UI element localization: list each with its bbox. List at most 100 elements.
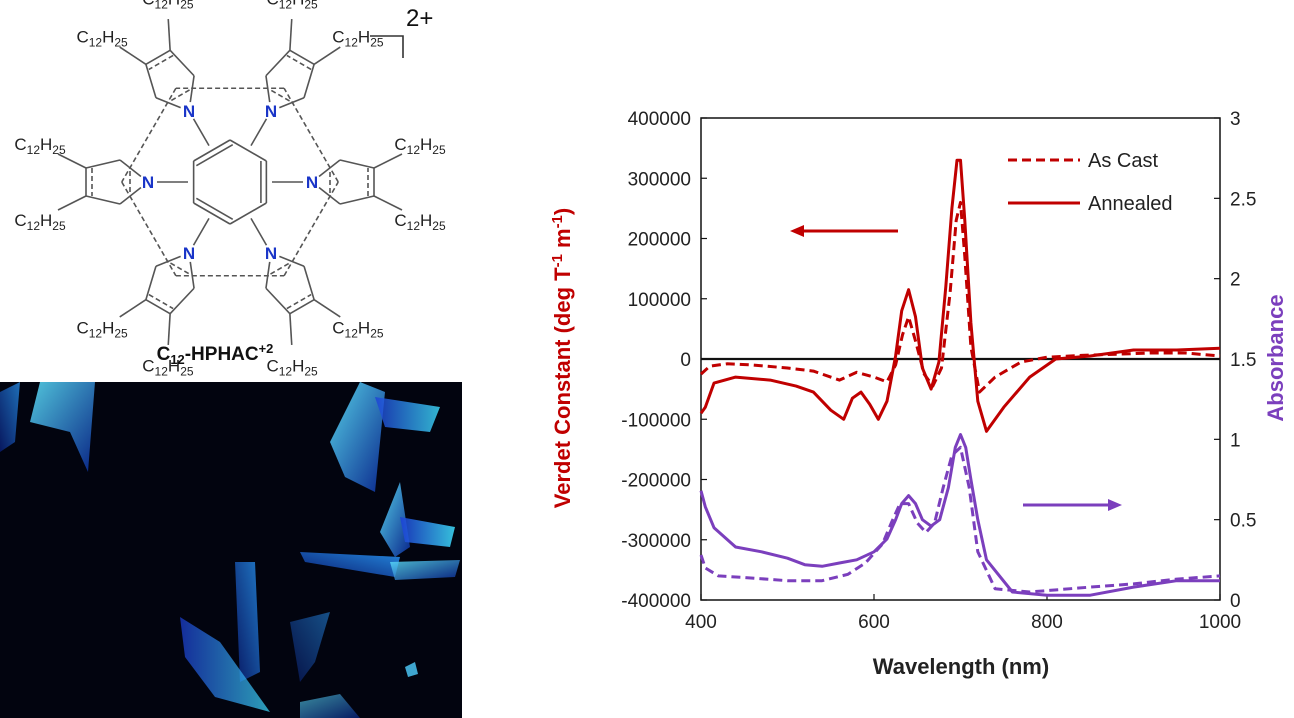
bond bbox=[303, 64, 315, 98]
legend-label: As Cast bbox=[1088, 150, 1158, 172]
crystal-domain bbox=[405, 662, 418, 677]
x-tick-label: 1000 bbox=[1199, 612, 1241, 633]
y-right-tick-label: 2.5 bbox=[1230, 189, 1256, 210]
crystal-domain bbox=[380, 482, 410, 557]
nitrogen-atom: N bbox=[142, 173, 154, 192]
aromatic-bond bbox=[270, 262, 290, 275]
bond bbox=[145, 49, 171, 65]
bond bbox=[339, 159, 375, 169]
y-axis-left-label: Verdet Constant (deg T-1 m-1) bbox=[549, 208, 575, 508]
substituent-label: C12H25 bbox=[266, 357, 318, 379]
legend-label: Annealed bbox=[1088, 193, 1173, 215]
aromatic-bond bbox=[148, 293, 174, 310]
nitrogen-atom: N bbox=[265, 102, 277, 121]
aromatic-bond bbox=[286, 54, 312, 71]
right-arrow-absorbance bbox=[1023, 499, 1122, 511]
annotation-arrows bbox=[790, 225, 1122, 511]
substituent-label: C12H25 bbox=[14, 211, 66, 233]
aromatic-bond bbox=[121, 87, 177, 183]
bond bbox=[373, 195, 403, 211]
bond bbox=[289, 49, 315, 65]
y-right-tick-label: 1 bbox=[1230, 430, 1241, 451]
series-line-absorbance-as-cast bbox=[699, 445, 1221, 594]
series-line-absorbance-annealed bbox=[699, 433, 1220, 597]
y-left-tick-label: 0 bbox=[680, 350, 691, 371]
bond bbox=[313, 299, 341, 318]
x-tick-label: 800 bbox=[1031, 612, 1063, 633]
substituent-label: C12H25 bbox=[266, 0, 318, 11]
aromatic-bond bbox=[148, 54, 174, 71]
series-line-verdet-annealed bbox=[699, 158, 1221, 433]
y-left-tick-label: -100000 bbox=[621, 410, 691, 431]
crystal-domain bbox=[300, 552, 400, 577]
bond bbox=[193, 139, 231, 162]
y-left-tick-label: 200000 bbox=[628, 230, 691, 251]
substituent-label: C12H25 bbox=[394, 211, 446, 233]
bond bbox=[169, 49, 195, 77]
substituent-label: C12H25 bbox=[142, 357, 194, 379]
bond bbox=[250, 217, 268, 246]
x-tick-label: 400 bbox=[685, 612, 717, 633]
bond bbox=[145, 64, 157, 98]
crystal-domain bbox=[30, 382, 95, 472]
charge-label: 2+ bbox=[406, 5, 433, 32]
molecule-labels: C12H25 C12H25 C12H25 C12H25 C12H25 C12H25 C12H… bbox=[14, 0, 446, 379]
bond bbox=[229, 202, 267, 225]
bond bbox=[265, 287, 291, 315]
aromatic-bond bbox=[121, 181, 177, 277]
aromatic-bond bbox=[283, 181, 339, 277]
bond bbox=[313, 46, 341, 65]
y-left-tick-label: -200000 bbox=[621, 471, 691, 492]
bond bbox=[119, 299, 147, 318]
bond bbox=[167, 18, 171, 51]
substituent-label: C12H25 bbox=[394, 135, 446, 157]
y-left-tick-label: 100000 bbox=[628, 290, 691, 311]
legend: As Cast Annealed bbox=[1008, 150, 1173, 215]
crystal-domain bbox=[0, 382, 20, 452]
bond bbox=[373, 153, 403, 169]
polarized-micrograph bbox=[0, 382, 462, 718]
bond bbox=[119, 46, 147, 65]
bond bbox=[169, 287, 195, 315]
y-right-tick-label: 0.5 bbox=[1230, 511, 1256, 532]
tick-labels: 400 600 800 1000 400000 300000 200000 100000 0 -1… bbox=[621, 109, 1256, 633]
aromatic-bond bbox=[170, 89, 190, 102]
plot-area bbox=[700, 117, 1221, 601]
crystal-domain bbox=[180, 617, 270, 712]
y-right-tick-label: 2 bbox=[1230, 270, 1241, 291]
aromatic-bond bbox=[270, 89, 290, 102]
crystal-domain bbox=[390, 560, 460, 580]
nitrogen-atom: N bbox=[183, 244, 195, 263]
bond bbox=[193, 202, 231, 225]
bond bbox=[303, 266, 315, 300]
nitrogen-atom: N bbox=[306, 173, 318, 192]
crystal-domain bbox=[300, 694, 360, 718]
bond bbox=[265, 49, 291, 77]
molecule-bonds bbox=[57, 18, 403, 346]
bond bbox=[57, 195, 87, 211]
bond bbox=[289, 313, 293, 346]
crystal-domain bbox=[330, 382, 385, 492]
crystal-domain bbox=[235, 562, 260, 682]
bond bbox=[229, 139, 267, 162]
verdet-absorbance-chart: 400 600 800 1000 400000 300000 200000 100000 0 -1… bbox=[549, 109, 1288, 679]
series-line-verdet-as-cast bbox=[699, 200, 1221, 394]
substituent-label: C12H25 bbox=[14, 135, 66, 157]
bond bbox=[195, 197, 234, 220]
nitrogen-atom: N bbox=[183, 102, 195, 121]
bond bbox=[289, 299, 315, 315]
bond bbox=[57, 153, 87, 169]
y-right-tick-label: 0 bbox=[1230, 591, 1241, 612]
crystal-domain bbox=[400, 517, 455, 547]
y-right-tick-label: 3 bbox=[1230, 109, 1241, 130]
charge-bracket bbox=[370, 35, 404, 58]
substituent-label: C12H25 bbox=[332, 27, 384, 49]
bond bbox=[192, 217, 210, 246]
left-arrow-verdet bbox=[790, 225, 898, 237]
bond bbox=[167, 313, 171, 346]
bond bbox=[192, 118, 210, 147]
bond bbox=[85, 195, 121, 205]
y-left-tick-label: -300000 bbox=[621, 531, 691, 552]
bond bbox=[145, 299, 171, 315]
substituent-label: C12H25 bbox=[142, 0, 194, 11]
